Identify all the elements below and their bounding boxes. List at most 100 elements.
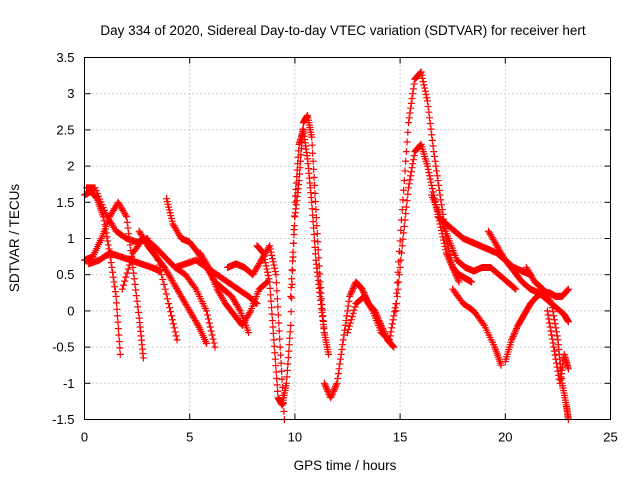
data-point-marker [440, 239, 448, 247]
data-point-marker [399, 196, 407, 204]
data-point-marker [278, 367, 286, 375]
x-tick-label: 0 [81, 430, 88, 445]
x-axis: 0 5 10 15 20 25 [81, 57, 618, 445]
data-point-marker [513, 325, 521, 333]
data-point-marker [104, 241, 112, 249]
data-point-marker [278, 375, 286, 383]
data-point-marker [445, 255, 453, 263]
data-point-marker [116, 344, 124, 352]
data-point-marker [288, 294, 296, 302]
data-point-marker [206, 323, 214, 331]
data-point-marker [431, 157, 439, 165]
y-tick-label: 0.5 [56, 267, 74, 282]
data-point-marker [299, 125, 307, 133]
series-arc-09 [196, 249, 272, 329]
data-point-marker [337, 350, 345, 358]
data-point-marker [511, 284, 519, 292]
data-point-marker [405, 180, 413, 188]
data-point-marker [275, 327, 283, 335]
data-point-marker [310, 173, 318, 181]
data-point-marker [339, 336, 347, 344]
data-point-marker [564, 365, 572, 373]
data-point-marker [160, 280, 168, 288]
data-point-marker [564, 318, 572, 326]
data-point-marker [207, 327, 215, 335]
data-point-marker [433, 172, 441, 180]
data-point-marker [388, 324, 396, 332]
data-point-marker [549, 308, 557, 316]
x-tick-label: 15 [393, 430, 407, 445]
series-arc-02 [81, 198, 147, 362]
data-point-marker [348, 286, 356, 294]
data-point-marker [511, 328, 519, 336]
data-point-marker [410, 80, 418, 88]
data-point-marker [203, 307, 211, 315]
data-point-marker [158, 271, 166, 279]
data-point-marker [336, 355, 344, 363]
data-point-marker [127, 257, 135, 265]
data-point-marker [407, 172, 415, 180]
data-point-marker [308, 133, 316, 141]
data-point-marker [388, 320, 396, 328]
data-point-marker [113, 305, 121, 313]
data-point-marker [390, 312, 398, 320]
data-point-marker [329, 387, 337, 395]
data-point-marker [398, 249, 406, 257]
data-point-marker [269, 323, 277, 331]
data-point-marker [403, 197, 411, 205]
data-point-marker [277, 351, 285, 359]
data-point-marker [548, 335, 556, 343]
series-arc-12 [287, 111, 328, 337]
data-point-marker [403, 138, 411, 146]
data-point-marker [289, 257, 297, 265]
data-point-marker [284, 354, 292, 362]
data-point-marker [409, 90, 417, 98]
data-point-marker [447, 260, 455, 268]
x-tick-label: 20 [498, 430, 512, 445]
y-tick-label: 1.5 [56, 195, 74, 210]
data-point-marker [261, 255, 269, 263]
data-point-marker [297, 144, 305, 152]
data-point-marker [211, 343, 219, 351]
data-point-marker [267, 297, 275, 305]
data-point-marker [427, 125, 435, 133]
data-point-marker [550, 312, 558, 320]
data-point-marker [402, 210, 410, 218]
data-point-marker [210, 339, 218, 347]
data-point-marker [275, 319, 283, 327]
data-point-marker [270, 342, 278, 350]
data-point-marker [203, 311, 211, 319]
data-point-marker [209, 335, 217, 343]
data-point-marker [338, 346, 346, 354]
data-point-marker [288, 266, 296, 274]
data-point-marker [334, 370, 342, 378]
y-tick-label: -1.5 [52, 412, 74, 427]
data-point-marker [114, 318, 122, 326]
data-point-marker [272, 279, 280, 287]
data-point-marker [400, 177, 408, 185]
data-point-marker [272, 271, 280, 279]
data-point-marker [128, 253, 136, 261]
data-point-marker [267, 248, 275, 256]
data-point-marker [551, 351, 559, 359]
data-point-marker [390, 343, 398, 351]
data-point-marker [428, 181, 436, 189]
data-point-marker [270, 261, 278, 269]
data-point-marker [404, 128, 412, 136]
data-point-marker [419, 78, 427, 86]
data-point-marker [270, 336, 278, 344]
data-point-marker [409, 156, 417, 164]
data-point-marker [208, 331, 216, 339]
data-point-marker [395, 278, 403, 286]
data-point-marker [265, 243, 273, 251]
data-point-marker [346, 292, 354, 300]
data-point-marker [405, 114, 413, 122]
data-point-marker [263, 279, 271, 287]
data-point-marker [350, 306, 358, 314]
data-point-marker [344, 307, 351, 315]
data-point-marker [313, 230, 321, 238]
data-point-marker [345, 322, 353, 330]
data-point-marker [309, 211, 317, 219]
data-point-marker [169, 320, 177, 328]
data-point-marker [339, 341, 347, 349]
